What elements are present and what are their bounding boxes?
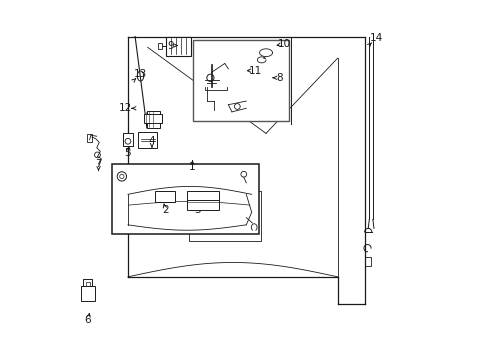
Bar	[86, 134, 92, 142]
Text: 12: 12	[119, 103, 132, 113]
Bar	[81, 286, 95, 301]
Text: 4: 4	[148, 136, 155, 145]
Text: 3: 3	[194, 206, 201, 216]
Text: 6: 6	[84, 315, 91, 325]
Bar	[165, 37, 190, 56]
Text: 1: 1	[189, 162, 195, 172]
Text: 8: 8	[276, 73, 283, 83]
Text: 14: 14	[369, 33, 382, 43]
Bar	[192, 40, 289, 121]
Bar	[137, 132, 157, 148]
Bar	[112, 164, 258, 234]
Bar	[158, 44, 162, 49]
Text: 11: 11	[248, 66, 262, 76]
Text: 2: 2	[162, 206, 168, 216]
Text: 13: 13	[134, 69, 147, 79]
Text: 10: 10	[278, 39, 291, 49]
Bar	[122, 134, 133, 146]
Bar	[147, 111, 159, 128]
Text: 5: 5	[124, 148, 131, 158]
Bar	[187, 201, 219, 211]
Bar	[155, 191, 174, 202]
Bar	[144, 114, 162, 123]
Text: 7: 7	[95, 159, 102, 169]
Bar	[364, 257, 371, 266]
Bar	[187, 192, 219, 202]
Text: 9: 9	[166, 41, 173, 50]
